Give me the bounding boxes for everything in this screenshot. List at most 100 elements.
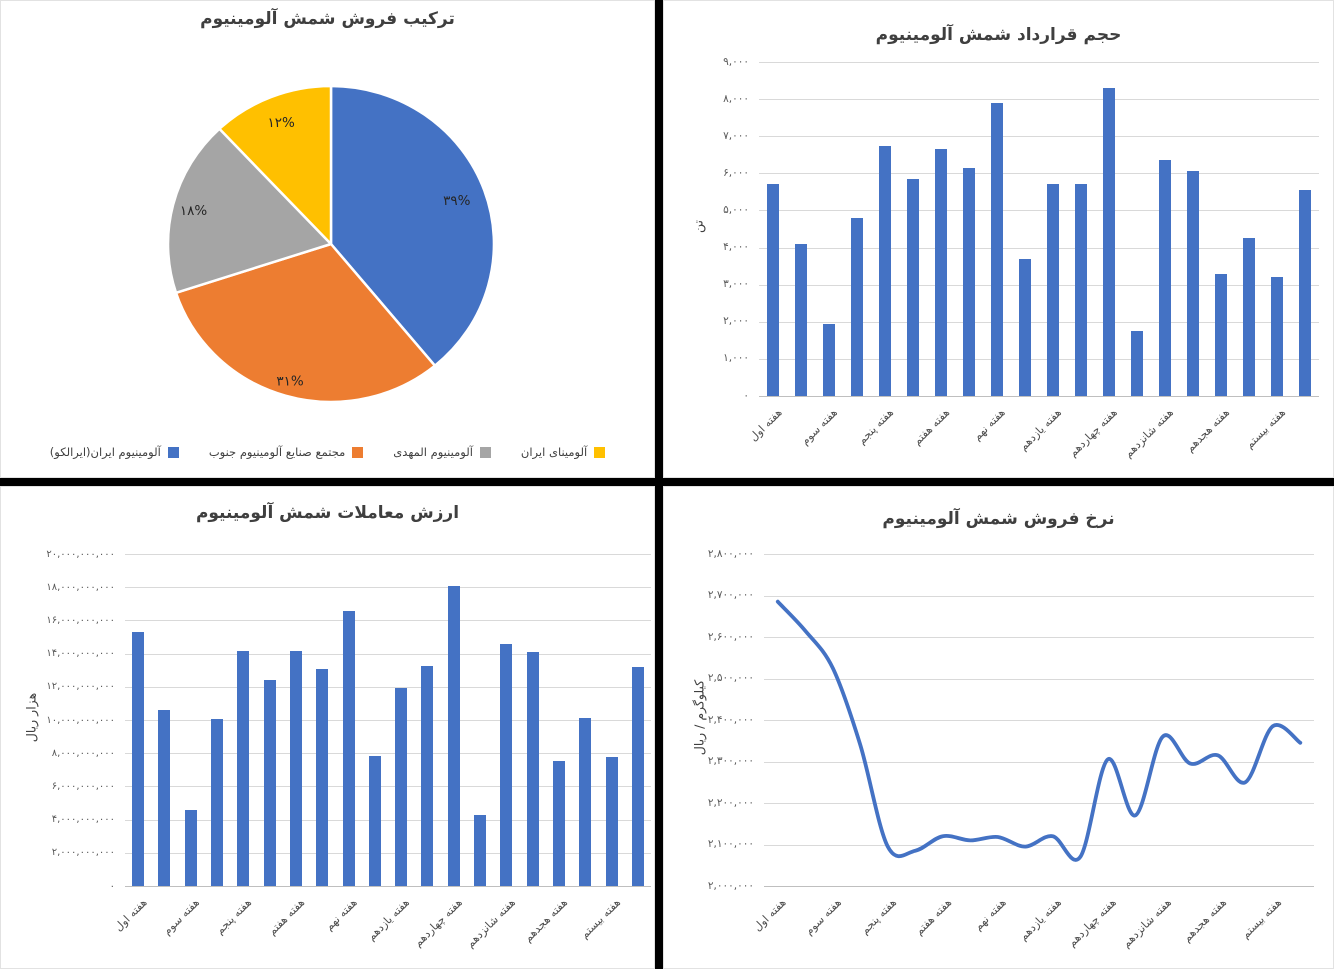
bar xyxy=(1103,87,1115,396)
y-tick-label: ۶,۰۰۰,۰۰۰,۰۰۰ xyxy=(51,780,115,792)
gridline xyxy=(764,720,1314,721)
bar xyxy=(552,760,565,886)
legend-item-label: مجتمع صنایع آلومینیوم جنوب xyxy=(208,445,346,459)
pie-slice-percentage-label: ۱۸% xyxy=(180,203,208,219)
x-axis-label: هفته سوم xyxy=(798,406,841,448)
bar xyxy=(237,651,250,886)
bar xyxy=(907,178,919,396)
gridline xyxy=(759,247,1319,249)
x-axis-line xyxy=(764,886,1314,887)
y-tick-label: ۲,۰۰۰ xyxy=(723,315,749,328)
gridline xyxy=(764,678,1314,680)
x-axis-line xyxy=(125,886,651,887)
pie-slice-percentage-label: ۱۲% xyxy=(268,115,296,131)
y-tick-label: ۲,۵۰۰,۰۰۰ xyxy=(707,672,754,684)
y-tick-label: ۲,۳۰۰,۰۰۰ xyxy=(707,755,754,767)
gridline xyxy=(759,173,1319,175)
gridline xyxy=(125,554,651,555)
legend-item-label: آلومینیوم ایران(ایرالکو) xyxy=(49,445,161,459)
pie-slice-percentage-label: ۳۱% xyxy=(276,374,304,390)
bar xyxy=(963,167,975,396)
legend-item: آلومینیوم ایران(ایرالکو) xyxy=(50,445,179,459)
y-tick-label: ۹,۰۰۰ xyxy=(723,55,749,68)
y-tick-label: ۲,۱۰۰,۰۰۰ xyxy=(707,838,754,850)
bar xyxy=(1299,190,1311,396)
bar xyxy=(1187,171,1199,396)
x-axis-label: هفته شانزدهم xyxy=(1121,406,1177,461)
y-tick-label: ۲,۰۰۰,۰۰۰,۰۰۰ xyxy=(51,847,115,859)
bar xyxy=(879,145,891,396)
sale-rate-title: نرخ فروش شمش آلومینیوم xyxy=(882,509,1115,529)
bar xyxy=(474,814,487,886)
bar xyxy=(823,323,835,396)
legend-item: آلومینای ایران xyxy=(521,445,606,459)
contract-volume-chart-panel: حجم قرارداد شمش آلومینیوم تن ۹,۰۰۰ ۸,۰۰۰ ۷… xyxy=(663,0,1334,478)
gridline xyxy=(764,761,1314,763)
x-axis-label: هفته یازدهم xyxy=(1016,406,1065,454)
y-tick-label: ۳,۰۰۰ xyxy=(723,278,749,291)
contract-volume-y-axis-title: تن xyxy=(690,220,706,233)
y-tick-label: ۲,۶۰۰,۰۰۰ xyxy=(707,630,754,643)
y-tick-label: ۶,۰۰۰ xyxy=(723,166,749,179)
x-axis-label: هفته هفتم xyxy=(265,896,308,938)
bar xyxy=(795,243,807,396)
bar xyxy=(767,184,779,396)
bar xyxy=(368,755,381,886)
gridline xyxy=(759,136,1319,138)
y-tick-label: ۰ xyxy=(743,389,749,402)
y-tick-label: ۸,۰۰۰,۰۰۰,۰۰۰ xyxy=(51,747,115,759)
pie-svg: ۳۹% ۳۱% ۱۸% ۱۲% xyxy=(166,84,496,404)
x-axis-label: هفته یازدهم xyxy=(365,896,413,944)
bar xyxy=(1131,331,1143,396)
gridline xyxy=(764,595,1314,597)
gridline xyxy=(764,637,1314,638)
bar xyxy=(1215,273,1227,396)
x-axis-label: هفته هفتم xyxy=(910,406,953,448)
y-tick-label: ۸,۰۰۰ xyxy=(723,92,749,105)
sale-rate-chart-panel: نرخ فروش شمش آلومینیوم کیلوگرم / ریال ۲,… xyxy=(663,486,1334,969)
bar xyxy=(158,710,171,886)
x-axis-line xyxy=(759,396,1319,397)
pie-chart-panel: ترکیب فروش شمش آلومینیوم آلومینیوم ایران… xyxy=(0,0,655,478)
y-tick-label: ۴,۰۰۰ xyxy=(723,241,749,254)
x-axis-label: هفته چهاردهم xyxy=(411,896,465,950)
y-tick-label: ۷,۰۰۰ xyxy=(723,129,749,142)
gridline xyxy=(125,819,651,821)
x-axis-label: هفته نهم xyxy=(322,896,360,934)
x-axis-label: هفته پنجم xyxy=(855,406,897,447)
x-axis-label: هفته هجدهم xyxy=(521,896,571,945)
trade-value-chart-panel: ارزش معاملات شمش آلومینیوم هزار ریال ۲۰,… xyxy=(0,486,655,969)
trade-value-title: ارزش معاملات شمش آلومینیوم xyxy=(195,503,460,523)
legend-item: آلومینیوم المهدی xyxy=(393,445,491,459)
x-axis-label: هفته سوم xyxy=(160,896,202,938)
gridline xyxy=(125,720,651,721)
bar xyxy=(184,810,197,886)
bar xyxy=(605,756,618,886)
bar xyxy=(132,632,145,886)
bar xyxy=(1019,258,1031,396)
y-tick-label: ۴,۰۰۰,۰۰۰,۰۰۰ xyxy=(51,814,115,826)
y-tick-label: ۲,۲۰۰,۰۰۰ xyxy=(707,796,754,809)
y-tick-label: ۰ xyxy=(109,880,115,892)
pie-slice xyxy=(218,84,333,246)
gridline xyxy=(759,62,1319,63)
bar xyxy=(421,666,434,886)
y-tick-label: ۲,۸۰۰,۰۰۰ xyxy=(707,547,754,560)
y-tick-label: ۲,۰۰۰,۰۰۰ xyxy=(707,879,754,892)
legend-color-swatch xyxy=(594,446,606,458)
y-tick-label: ۲۰,۰۰۰,۰۰۰,۰۰۰ xyxy=(46,548,115,560)
bar xyxy=(289,651,302,886)
legend-color-swatch xyxy=(352,446,364,458)
legend-color-swatch xyxy=(167,446,179,458)
contract-volume-title: حجم قرارداد شمش آلومینیوم xyxy=(875,25,1122,45)
bar xyxy=(631,666,644,886)
legend-item: مجتمع صنایع آلومینیوم جنوب xyxy=(208,445,364,459)
bar xyxy=(447,585,460,886)
bar xyxy=(526,651,539,886)
legend-item-label: آلومینیوم المهدی xyxy=(393,445,473,459)
gridline xyxy=(125,686,651,688)
x-axis-label: هفته اول xyxy=(111,896,150,934)
legend-color-swatch xyxy=(479,446,491,458)
bar xyxy=(211,719,224,886)
